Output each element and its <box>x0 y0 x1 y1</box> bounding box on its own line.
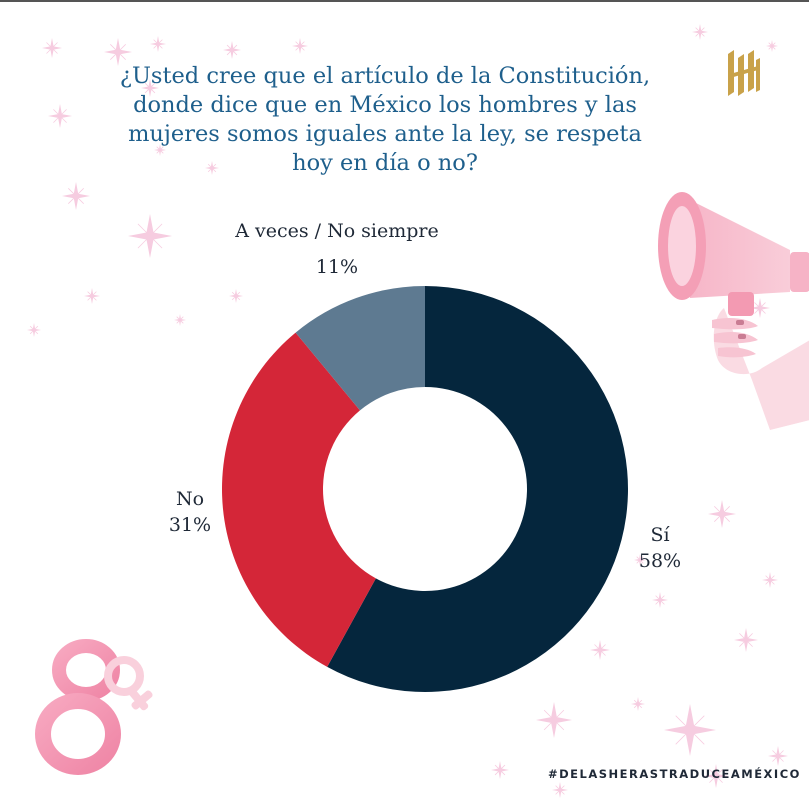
sparkle-icon <box>750 298 770 318</box>
hashtag: #DELASHERASTRADUCEAMÉXICO <box>548 767 801 781</box>
title-line: donde dice que en México los hombres y l… <box>133 92 637 118</box>
sparkle-icon <box>104 38 132 66</box>
sparkle-icon <box>631 697 645 711</box>
sparkle-icon <box>590 640 610 660</box>
megaphone-icon <box>658 192 809 430</box>
slice-no <box>222 332 376 667</box>
sparkle-icon <box>223 41 241 59</box>
title-line: mujeres somos iguales ante la ley, se re… <box>128 121 642 147</box>
sparkle-icon <box>708 500 736 528</box>
sparkle-icon <box>766 40 778 52</box>
sparkle-icon <box>536 702 572 738</box>
sparkle-icon <box>27 323 41 337</box>
sparkle-icon <box>762 572 778 588</box>
slice-a-veces <box>295 286 425 411</box>
female-symbol-icon <box>104 656 153 711</box>
sparkle-icon <box>154 144 166 156</box>
label-no-name: No <box>175 488 205 510</box>
number-eight-icon <box>35 639 153 775</box>
slice-si <box>327 286 628 693</box>
sparkle-icon <box>62 182 90 210</box>
sparkle-icon <box>48 104 72 128</box>
sparkle-icon <box>42 38 62 58</box>
sparkle-icon <box>692 24 708 40</box>
sparkle-icon <box>150 36 166 52</box>
logo-icon <box>728 50 760 96</box>
sparkle-icon <box>174 314 186 326</box>
sparkle-icon <box>491 761 509 779</box>
label-a-veces-value: 11% <box>315 256 359 278</box>
sparkle-icon <box>652 592 668 608</box>
label-si-value: 58% <box>638 550 682 572</box>
sparkle-icon <box>768 746 788 766</box>
label-si: Sí 58% <box>620 522 700 574</box>
label-a-veces-name: A veces / No siempre <box>235 220 439 242</box>
sparkle-icon <box>634 554 646 566</box>
title-line: ¿Usted cree que el artículo de la Consti… <box>119 63 651 89</box>
label-si-name: Sí <box>650 524 670 546</box>
chart-title: ¿Usted cree que el artículo de la Consti… <box>60 62 710 178</box>
sparkle-icon <box>552 782 568 798</box>
sparkle-icon <box>84 288 100 304</box>
hand-icon <box>712 308 809 430</box>
sparkle-icon <box>704 764 728 788</box>
sparkle-icon <box>205 161 219 175</box>
sparkle-icon <box>292 38 308 54</box>
sparkle-icon <box>141 79 159 97</box>
label-no-value: 31% <box>168 514 212 536</box>
title-line: hoy en día o no? <box>292 150 478 176</box>
sparkle-icon <box>128 214 172 258</box>
label-no: No 31% <box>150 486 230 538</box>
sparkle-icon <box>734 628 758 652</box>
label-a-veces: A veces / No siempre 11% <box>216 218 458 280</box>
top-rule <box>0 0 809 2</box>
sparkle-icon <box>664 704 716 756</box>
sparkle-icon <box>229 289 243 303</box>
